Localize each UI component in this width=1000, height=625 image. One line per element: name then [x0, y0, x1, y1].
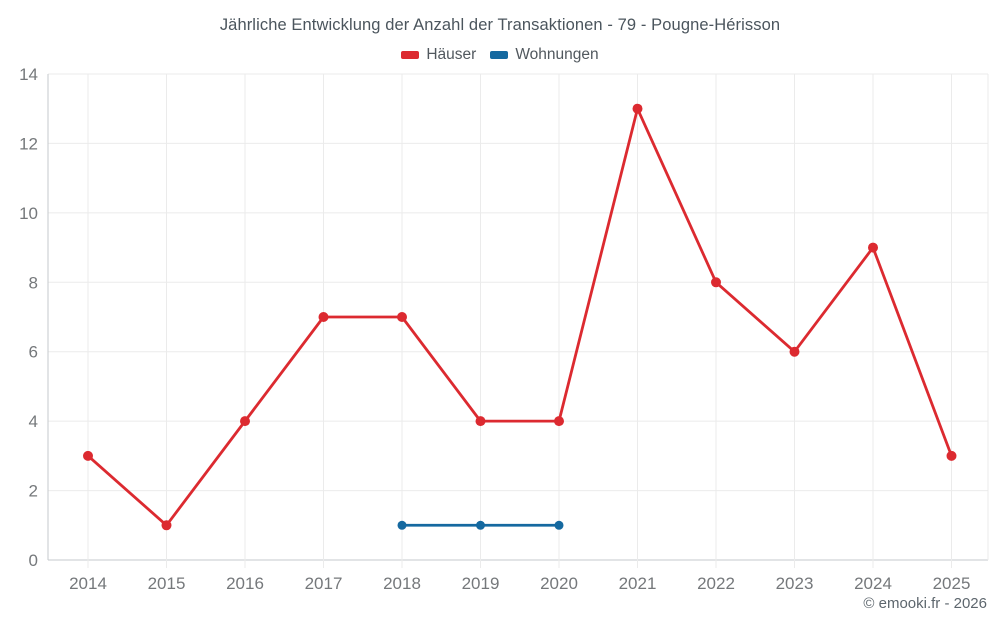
- x-tick-label: 2017: [305, 574, 343, 593]
- legend-item-haeuser[interactable]: Häuser: [401, 46, 476, 64]
- data-point-haeuser[interactable]: [554, 416, 564, 427]
- legend-swatch-icon: [490, 51, 509, 59]
- y-tick-label: 12: [19, 134, 38, 153]
- data-point-haeuser[interactable]: [711, 277, 721, 288]
- data-point-haeuser[interactable]: [83, 450, 93, 461]
- x-tick-label: 2014: [69, 574, 107, 593]
- y-tick-label: 10: [19, 204, 38, 223]
- data-point-haeuser[interactable]: [946, 450, 957, 461]
- data-point-haeuser[interactable]: [240, 416, 250, 427]
- x-tick-label: 2019: [462, 574, 500, 593]
- legend-swatch-icon: [401, 51, 420, 59]
- y-tick-label: 4: [29, 412, 38, 431]
- x-tick-label: 2015: [148, 574, 186, 593]
- data-point-haeuser[interactable]: [161, 520, 172, 531]
- data-point-haeuser[interactable]: [632, 103, 643, 114]
- series-line-haeuser: [86, 107, 953, 527]
- data-point-haeuser[interactable]: [397, 312, 407, 322]
- data-point-haeuser[interactable]: [789, 346, 800, 357]
- x-tick-label: 2020: [540, 574, 578, 593]
- x-tick-label: 2016: [226, 574, 264, 593]
- data-point-wohnungen[interactable]: [476, 520, 485, 530]
- data-point-haeuser[interactable]: [318, 312, 329, 322]
- data-point-wohnungen[interactable]: [397, 520, 407, 530]
- y-tick-label: 8: [29, 273, 38, 292]
- x-tick-label: 2024: [854, 574, 892, 593]
- chart-legend: Häuser Wohnungen: [0, 46, 1000, 64]
- copyright-text: © emooki.fr - 2026: [863, 595, 987, 612]
- chart-title: Jährliche Entwicklung der Anzahl der Tra…: [219, 16, 781, 34]
- data-point-haeuser[interactable]: [868, 242, 878, 253]
- legend-item-wohnungen[interactable]: Wohnungen: [490, 46, 599, 64]
- data-point-wohnungen[interactable]: [554, 520, 564, 530]
- y-tick-label: 0: [29, 551, 38, 570]
- x-tick-label: 2022: [697, 574, 735, 593]
- x-tick-label: 2018: [383, 574, 421, 593]
- legend-label: Häuser: [426, 46, 477, 63]
- data-point-haeuser[interactable]: [475, 416, 486, 427]
- y-tick-label: 6: [29, 343, 38, 362]
- legend-label: Wohnungen: [515, 46, 599, 63]
- x-tick-label: 2021: [619, 574, 657, 593]
- x-tick-label: 2023: [776, 574, 814, 593]
- y-tick-label: 14: [19, 65, 38, 84]
- y-tick-label: 2: [29, 482, 38, 501]
- x-tick-label: 2025: [933, 574, 971, 593]
